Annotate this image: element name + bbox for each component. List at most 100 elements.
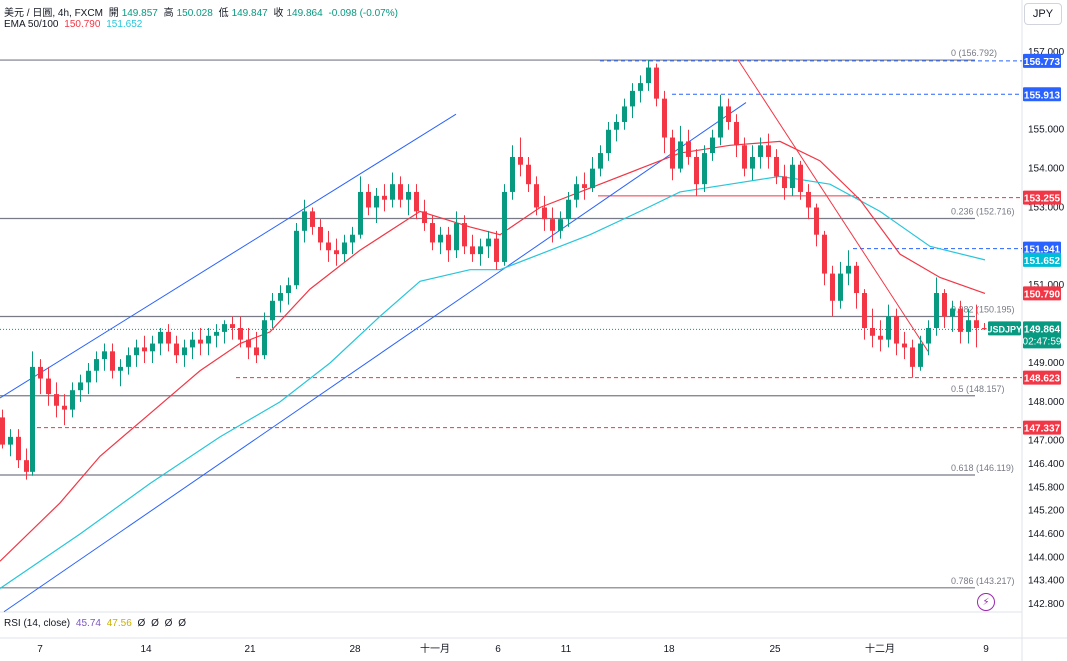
currency-button[interactable]: JPY [1024,3,1062,25]
candle-body [214,331,219,336]
price-tag-9: 148.623 [1024,374,1061,385]
candle-body [510,156,515,192]
candle-body [46,378,51,395]
candle-83 [662,90,667,154]
symbol-title[interactable]: 美元 / 日圓, 4h, FXCM [4,8,103,19]
candle-body [710,137,715,154]
candle-body [94,359,99,371]
candle-body [270,300,275,321]
candle-46 [366,184,371,216]
candle-body [470,246,475,255]
y-tick-label-6: 148.000 [1028,397,1065,408]
rsi-value: 45.74 [75,618,101,629]
candle-47 [374,188,379,224]
candle-body [174,343,179,356]
fib-level-label-0.382: 0.382 (150.195) [951,305,1015,315]
candle-body [582,184,587,189]
y-tick-label-11: 144.600 [1028,529,1065,540]
candle-0 [0,409,5,449]
candle-76 [606,121,611,161]
candle-body [942,293,947,317]
candle-body [718,106,723,138]
ema-legend[interactable]: EMA 50/100 150.790 151.652 [4,19,145,30]
candle-body [606,129,611,154]
y-tick-label-0: 157.000 [1028,47,1065,58]
candle-100 [798,160,803,200]
candle-44 [350,226,355,255]
candle-3 [24,448,29,480]
x-tick-label-5: 6 [495,644,501,655]
rsi-ma-value: 47.56 [106,618,132,629]
last-price-tag: 149.864 [1024,324,1061,335]
candle-body [670,137,675,169]
candle-37 [294,223,299,290]
rsi-legend[interactable]: RSI (14, close) 45.74 47.56 Ø Ø Ø Ø [4,618,189,629]
candle-body [870,328,875,336]
rsi-extra-4: Ø [178,618,187,629]
candle-body [614,121,619,130]
candle-67 [534,176,539,216]
candle-49 [390,172,395,208]
candle-65 [518,137,523,177]
candle-body [966,320,971,332]
rsi-extra-2: Ø [151,618,159,629]
candle-body [454,223,459,251]
candle-121 [966,308,971,344]
candle-22 [174,335,179,363]
candle-body [78,382,83,391]
candle-81 [646,60,651,91]
candle-16 [126,347,131,375]
candle-body [758,145,763,157]
candle-25 [198,328,203,356]
candle-body [518,156,523,165]
ema50-line [0,140,986,562]
candle-body [446,234,451,251]
candle-body [414,191,419,212]
candle-101 [806,184,811,220]
candle-body [222,324,227,332]
candle-10 [78,374,83,402]
candle-body [294,230,299,286]
candle-body [494,238,499,262]
candle-11 [86,362,91,395]
candle-54 [430,215,435,251]
y-tick-label-12: 144.000 [1028,552,1065,563]
price-tag-bg-10 [1023,420,1061,435]
candle-108 [862,289,867,340]
price-tag-bg-3 [1023,241,1061,256]
candle-body [566,199,571,220]
ema100-line [0,175,986,589]
candle-body [190,339,195,348]
candle-body [398,184,403,200]
ema100-value: 151.652 [106,19,143,30]
candle-15 [118,359,123,387]
candle-103 [822,230,827,286]
candle-21 [166,324,171,352]
candle-body [110,351,115,371]
candle-body [982,328,987,330]
x-tick-label-6: 11 [561,644,572,655]
candle-119 [950,300,955,332]
candle-body [262,320,267,356]
y-tick-label-14: 142.800 [1028,599,1065,610]
fib-level-label-0.236: 0.236 (152.716) [951,207,1015,217]
candle-64 [510,145,515,200]
candle-1 [8,429,13,457]
candle-62 [494,230,499,270]
candle-87 [694,149,699,196]
candle-8 [62,394,67,426]
open-value: 149.857 [121,8,158,19]
candle-body [654,67,659,99]
rsi-label: RSI (14, close) [4,618,71,629]
candle-body [342,242,347,255]
candle-body [318,226,323,243]
candle-body [302,211,307,231]
fib-level-label-0.786: 0.786 (143.217) [951,576,1015,586]
candle-89 [710,129,715,161]
candle-48 [382,184,387,212]
candle-13 [102,343,107,371]
lightning-icon[interactable]: ⚡ [977,593,995,611]
candle-body [38,366,43,379]
candle-body [462,223,467,247]
